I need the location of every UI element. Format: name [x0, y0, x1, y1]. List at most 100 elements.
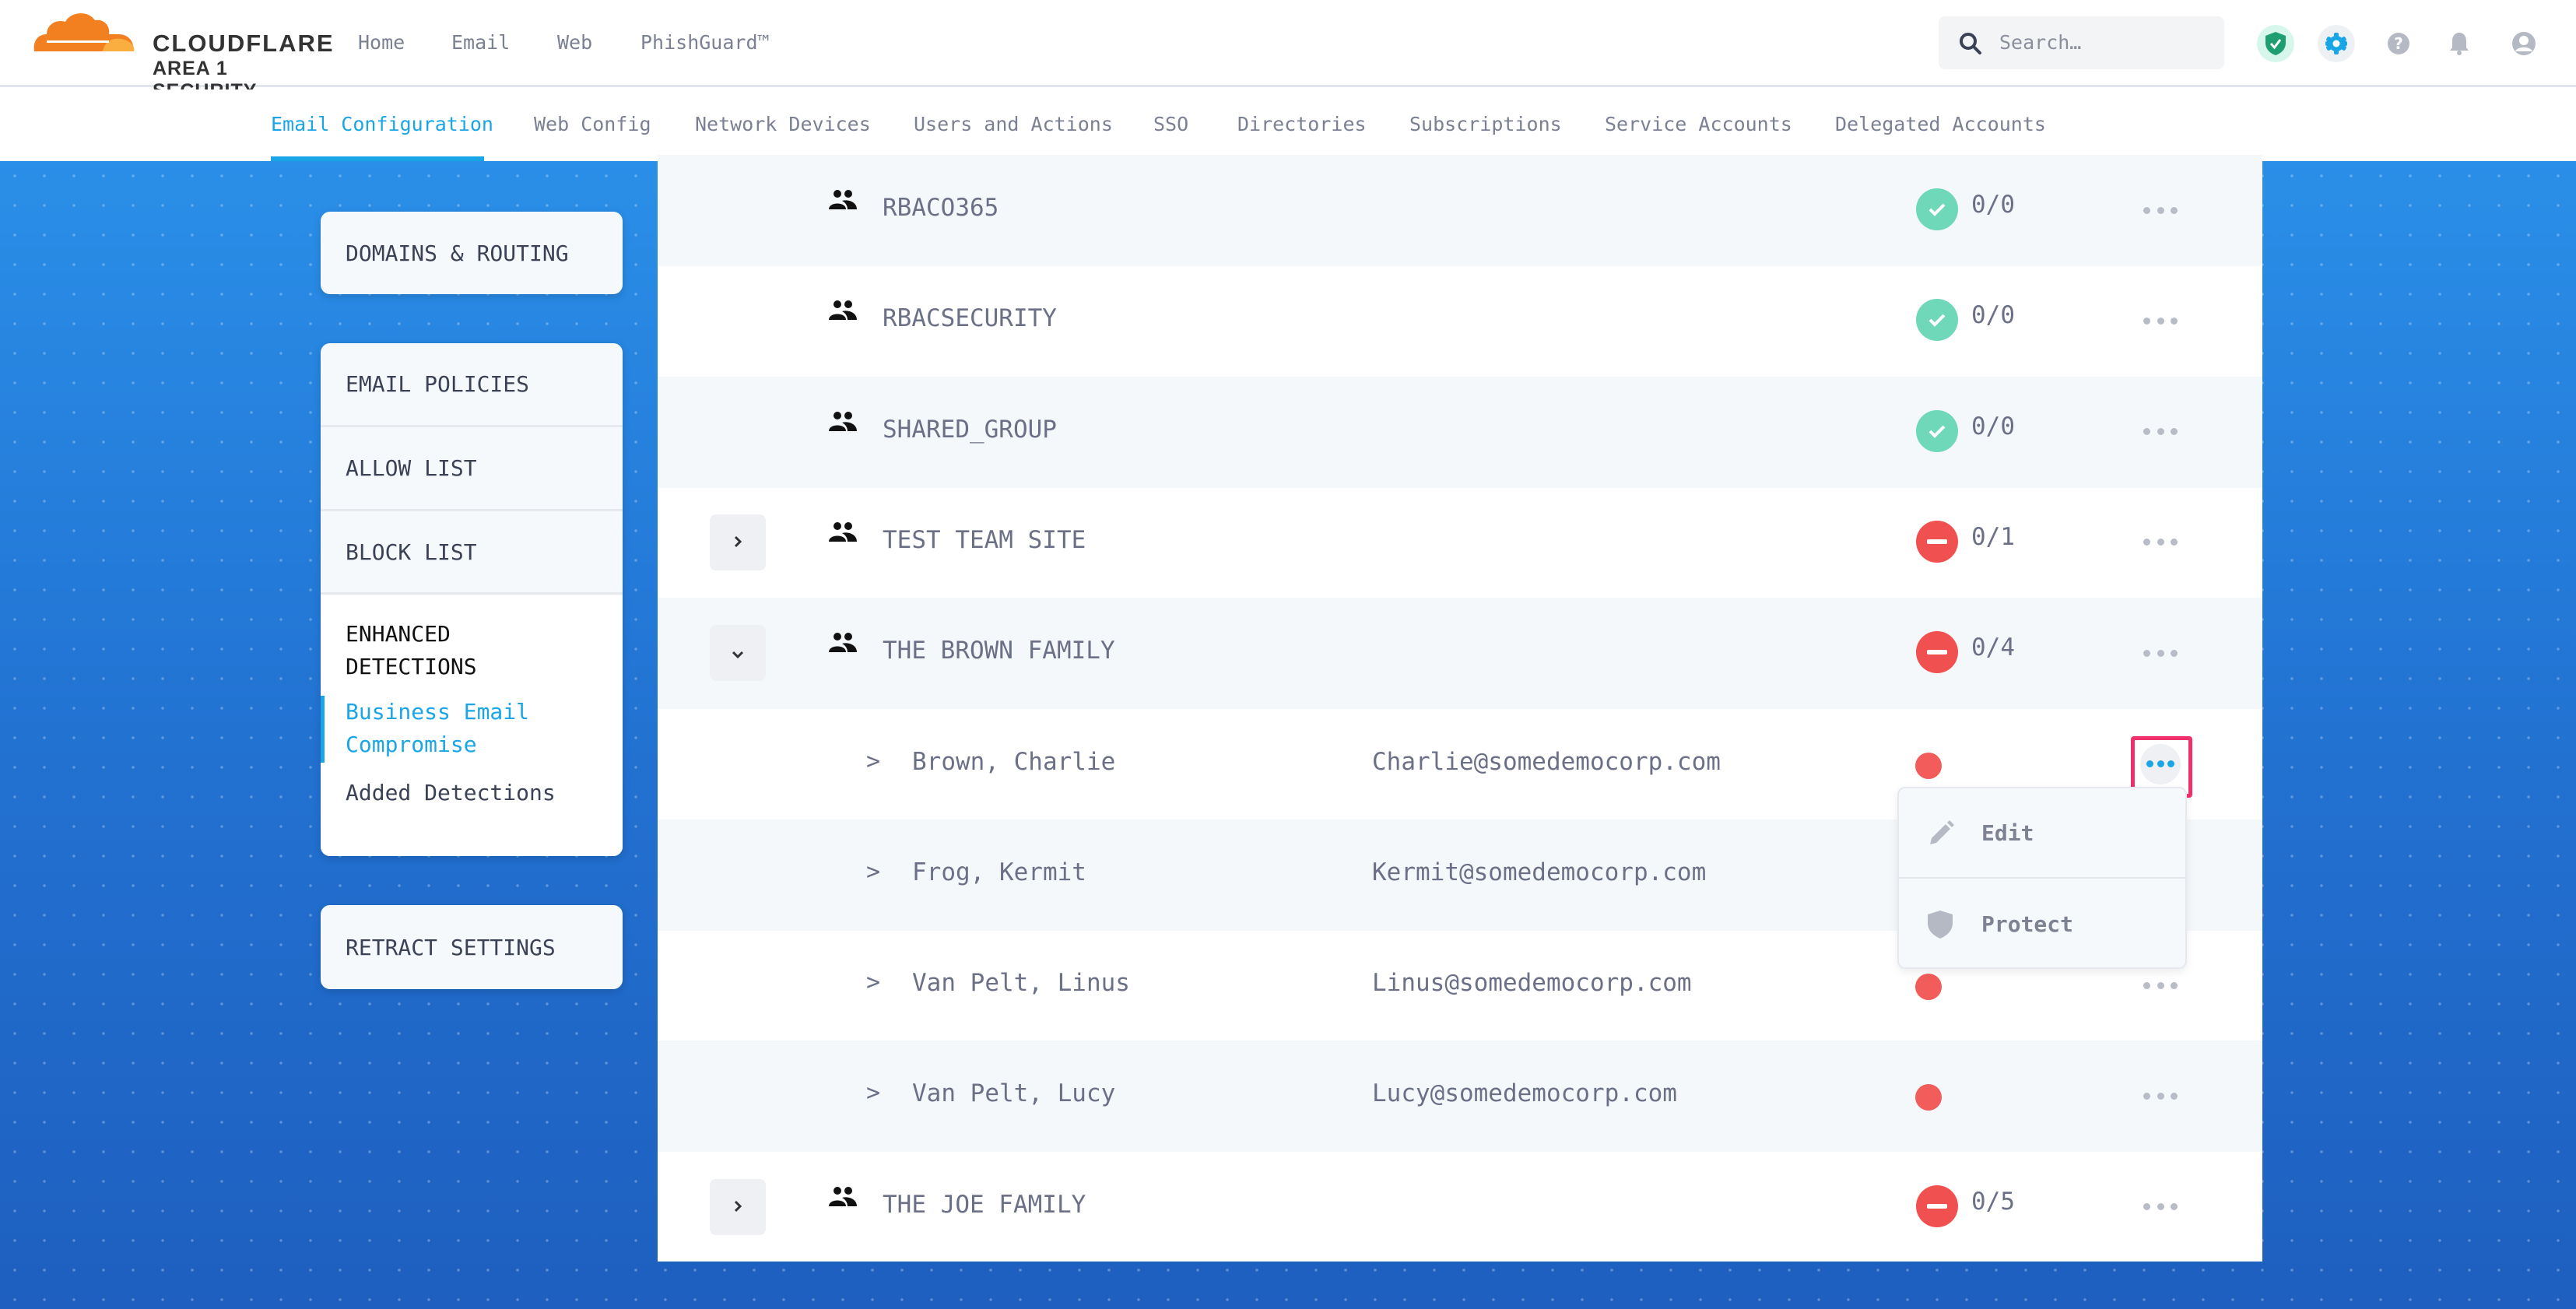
- expand-user-chevron[interactable]: >: [866, 969, 881, 997]
- bell-icon[interactable]: [2441, 25, 2478, 62]
- dot-icon: [2157, 428, 2164, 436]
- label-line: Business Email: [346, 699, 530, 725]
- sidebar-domains-routing[interactable]: DOMAINS & ROUTING: [321, 212, 623, 294]
- group-row[interactable]: TEST TEAM SITE 0/1: [658, 487, 2262, 598]
- status-ok-icon: [1916, 409, 1958, 452]
- cloud-logo-icon: [33, 13, 135, 51]
- dot-icon: [2171, 428, 2178, 436]
- more-actions-button[interactable]: [2140, 1084, 2181, 1107]
- user-email: Lucy@somedemocorp.com: [1372, 1079, 1677, 1108]
- sidebar-policies-card: EMAIL POLICIES ALLOW LIST BLOCK LIST ENH…: [321, 343, 623, 856]
- sidebar-item-email-policies[interactable]: EMAIL POLICIES: [321, 343, 623, 427]
- status-error-icon: [1916, 631, 1958, 674]
- shield-icon: [1928, 911, 1953, 939]
- tab-delegated-accounts[interactable]: Delegated Accounts: [1835, 113, 2046, 135]
- more-actions-button[interactable]: [2140, 531, 2181, 554]
- dot-icon: [2171, 539, 2178, 546]
- gear-icon[interactable]: [2318, 25, 2355, 62]
- user-row[interactable]: > Van Pelt, Lucy Lucy@somedemocorp.com: [658, 1041, 2262, 1153]
- group-row[interactable]: SHARED_GROUP 0/0: [658, 376, 2262, 488]
- shield-check-icon[interactable]: [2257, 25, 2294, 62]
- expand-user-chevron[interactable]: >: [866, 858, 881, 886]
- user-email: Linus@somedemocorp.com: [1372, 969, 1692, 998]
- sidebar-item-block-list[interactable]: BLOCK LIST: [321, 511, 623, 595]
- dot-icon: [2143, 206, 2150, 214]
- user-email: Kermit@somedemocorp.com: [1372, 858, 1707, 886]
- nav-home[interactable]: Home: [358, 31, 405, 54]
- group-icon: [829, 300, 857, 325]
- sidebar-retract-settings[interactable]: RETRACT SETTINGS: [321, 905, 623, 989]
- menu-item-edit[interactable]: Edit: [1899, 788, 2185, 879]
- group-icon: [829, 411, 857, 436]
- group-row[interactable]: RBACSECURITY 0/0: [658, 265, 2262, 377]
- help-icon[interactable]: ?: [2380, 25, 2417, 62]
- cloudflare-logo[interactable]: CLOUDFLARE AREA 1 SECURITY: [31, 8, 333, 102]
- tab-sso[interactable]: SSO: [1153, 113, 1189, 135]
- dot-icon: [2171, 649, 2178, 657]
- tab-web-config[interactable]: Web Config: [534, 113, 651, 135]
- nav-phishguard[interactable]: PhishGuard™: [640, 31, 770, 54]
- dot-icon: [2167, 760, 2174, 767]
- nav-email[interactable]: Email: [451, 31, 511, 54]
- group-row[interactable]: RBACO365 0/0: [658, 155, 2262, 266]
- expand-user-chevron[interactable]: >: [866, 747, 881, 775]
- tab-users-and-actions[interactable]: Users and Actions: [914, 113, 1113, 135]
- expand-button[interactable]: [710, 1178, 766, 1235]
- tab-email-configuration[interactable]: Email Configuration: [271, 113, 493, 135]
- more-actions-button[interactable]: [2140, 420, 2181, 444]
- collapse-button[interactable]: [710, 625, 766, 682]
- tab-service-accounts[interactable]: Service Accounts: [1605, 113, 1792, 135]
- protection-count: 0/0: [1971, 301, 2015, 330]
- label-line: ENHANCED: [346, 621, 451, 647]
- user-name: Frog, Kermit: [912, 858, 1086, 886]
- status-ok-icon: [1916, 188, 1958, 230]
- status-dot: [1915, 1084, 1942, 1111]
- more-actions-button[interactable]: [2140, 974, 2181, 997]
- sidebar-subitem-business-email-compromise[interactable]: Business Email Compromise: [346, 696, 529, 761]
- status-dot: [1915, 974, 1942, 1001]
- protection-count: 0/0: [1971, 191, 2015, 219]
- protection-count: 0/0: [1971, 412, 2015, 440]
- dot-icon: [2157, 760, 2164, 767]
- more-actions-button[interactable]: [2140, 309, 2181, 332]
- nav-web[interactable]: Web: [557, 31, 593, 54]
- group-icon: [829, 632, 857, 657]
- group-icon: [829, 1186, 857, 1211]
- expand-button[interactable]: [710, 514, 766, 570]
- group-row[interactable]: THE JOE FAMILY 0/5: [658, 1152, 2262, 1262]
- expand-user-chevron[interactable]: >: [866, 1079, 881, 1107]
- user-icon[interactable]: [2505, 25, 2543, 62]
- group-name: RBACSECURITY: [883, 304, 1057, 333]
- group-name: SHARED_GROUP: [883, 415, 1057, 444]
- user-name: Brown, Charlie: [912, 747, 1116, 776]
- tab-subscriptions[interactable]: Subscriptions: [1409, 113, 1562, 135]
- chevron-down-icon: [731, 641, 745, 665]
- more-actions-button[interactable]: [2140, 641, 2181, 665]
- tab-network-devices[interactable]: Network Devices: [695, 113, 871, 135]
- dot-icon: [2171, 206, 2178, 214]
- more-actions-button[interactable]: [2140, 743, 2181, 784]
- search-input[interactable]: Search…: [1939, 16, 2224, 69]
- dot-icon: [2143, 1092, 2150, 1100]
- protection-count: 0/1: [1971, 522, 2015, 551]
- chevron-right-icon: [733, 1195, 742, 1219]
- tab-directories[interactable]: Directories: [1237, 113, 1367, 135]
- sidebar-item-enhanced-detections[interactable]: ENHANCED DETECTIONS Business Email Compr…: [321, 595, 623, 856]
- more-actions-button[interactable]: [2140, 1195, 2181, 1219]
- menu-item-label: Edit: [1981, 819, 2034, 846]
- status-error-icon: [1916, 1184, 1958, 1227]
- dot-icon: [2143, 428, 2150, 436]
- brand-name: CLOUDFLARE: [153, 30, 335, 57]
- dot-icon: [2143, 539, 2150, 546]
- menu-item-protect[interactable]: Protect: [1899, 879, 2185, 969]
- user-row[interactable]: > Van Pelt, Linus Linus@somedemocorp.com: [658, 930, 2262, 1041]
- sidebar-subitem-added-detections[interactable]: Added Detections: [346, 780, 556, 805]
- group-name: THE BROWN FAMILY: [883, 637, 1115, 665]
- user-row[interactable]: > Brown, Charlie Charlie@somedemocorp.com: [658, 709, 2262, 820]
- status-dot: [1915, 752, 1942, 779]
- menu-item-label: Protect: [1981, 911, 2074, 937]
- group-row[interactable]: THE BROWN FAMILY 0/4: [658, 598, 2262, 710]
- more-actions-button[interactable]: [2140, 198, 2181, 222]
- dot-icon: [2157, 206, 2164, 214]
- sidebar-item-allow-list[interactable]: ALLOW LIST: [321, 427, 623, 511]
